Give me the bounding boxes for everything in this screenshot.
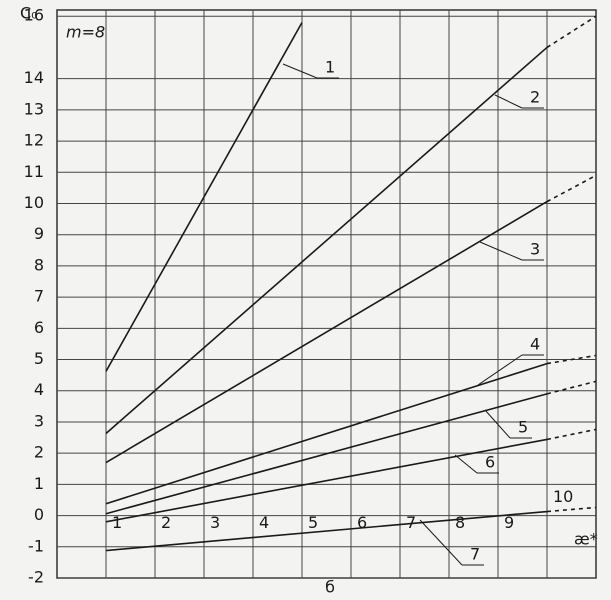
series-line <box>546 15 597 49</box>
series-line <box>105 362 548 505</box>
series-line <box>546 380 597 395</box>
y-tick-label: 5 <box>34 349 44 368</box>
y-tick-label: 9 <box>34 224 44 243</box>
x-tick-label: 3 <box>210 513 220 532</box>
y-tick-label: 13 <box>24 99 44 118</box>
y-tick-label: 14 <box>24 68 44 87</box>
series-line <box>546 354 597 365</box>
y-tick-label: 16 <box>24 6 44 25</box>
leader-line <box>419 519 463 566</box>
y-tick-label: -1 <box>28 536 44 555</box>
x-tick-label: 2 <box>161 513 171 532</box>
y-tick-label: -2 <box>28 568 44 587</box>
series-label: 5 <box>518 418 528 437</box>
chart-title: m=8 <box>66 23 105 42</box>
y-tick-label: 3 <box>34 411 44 430</box>
x-tick-label: 1 <box>112 513 122 532</box>
y-tick-label: 4 <box>34 380 44 399</box>
series-line <box>105 510 548 552</box>
series-label: 7 <box>470 545 480 564</box>
series-label: 3 <box>530 240 540 259</box>
y-tick-label: 11 <box>24 162 44 181</box>
x-tick-label: 6 <box>357 513 367 532</box>
y-tick-label: 6 <box>34 318 44 337</box>
series-line <box>546 428 597 441</box>
y-axis-label: C₀ <box>20 4 38 23</box>
x-tick-label: 8 <box>455 513 465 532</box>
x-tick-label: 7 <box>406 513 416 532</box>
series-label: 6 <box>485 453 495 472</box>
x-tick-label: 4 <box>259 513 269 532</box>
y-tick-label: 12 <box>24 131 44 150</box>
series-line <box>546 174 597 203</box>
x-axis-label: æ* <box>574 530 598 549</box>
y-tick-label: 1 <box>34 474 44 493</box>
y-tick-label: 0 <box>34 505 44 524</box>
series-line <box>105 46 548 435</box>
series-label: 4 <box>530 335 540 354</box>
leader-line <box>479 241 523 261</box>
y-tick-label: 10 <box>24 193 44 212</box>
caption: б <box>325 578 335 597</box>
series-line <box>105 200 548 464</box>
leader-line <box>494 94 523 109</box>
y-tick-label: 7 <box>34 287 44 306</box>
series-line <box>105 438 548 523</box>
x-tick-label: 9 <box>504 513 514 532</box>
x-tick-label: 10 <box>553 487 573 506</box>
series-line <box>105 22 303 372</box>
series-line <box>546 506 597 513</box>
y-tick-label: 8 <box>34 255 44 274</box>
series-line <box>105 393 548 515</box>
series-label: 1 <box>325 58 335 77</box>
leader-line <box>477 354 523 386</box>
leader-line <box>282 63 318 79</box>
leader-line <box>454 454 478 474</box>
x-tick-label: 5 <box>308 513 318 532</box>
series-label: 2 <box>530 88 540 107</box>
y-tick-label: 2 <box>34 443 44 462</box>
leader-line <box>484 409 511 439</box>
